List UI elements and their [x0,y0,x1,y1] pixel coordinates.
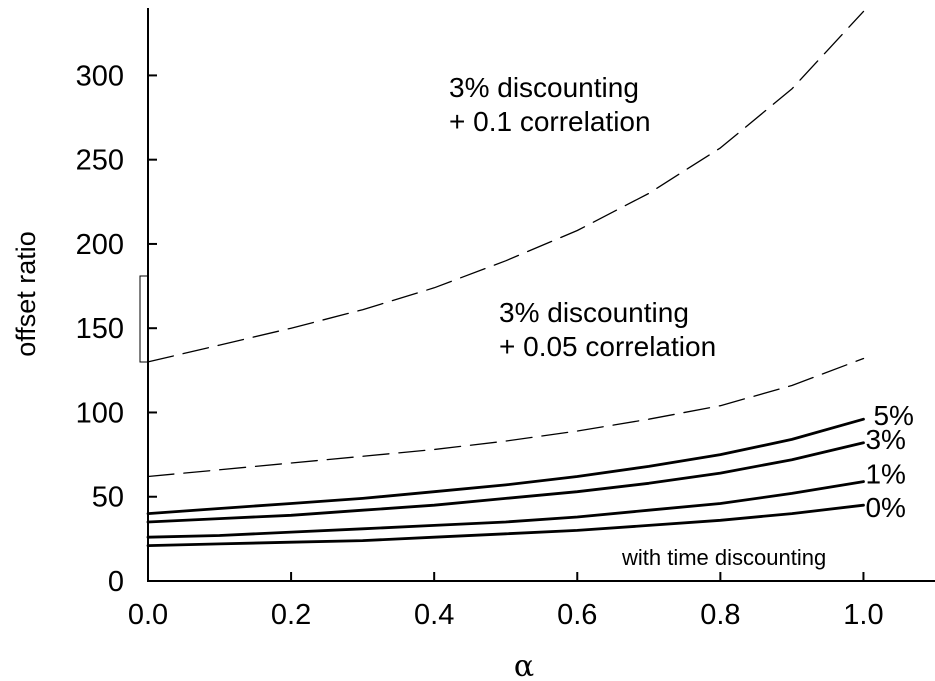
ticks-layer: 0 50 100 150 200 250 300 0.0 0.2 0.4 0.6 0.8 1.0 [76,60,884,631]
annotation-corr-01: 3% discounting + 0.1 correlation [449,72,651,137]
series-end-label-0: 0% [865,492,905,523]
annotation-corr-01-line2: + 0.1 correlation [449,106,651,137]
y-tick-label: 250 [76,145,124,177]
series-line-5 [147,10,865,363]
annotation-time-discounting: with time discounting [621,545,826,570]
annotation-corr-005-line1: 3% discounting [499,297,689,328]
y-tick-label: 150 [76,313,124,345]
series-layer: 0%1% 3%5% [146,10,914,547]
series-end-label-1: 1% [865,459,905,490]
x-tick-label: 1.0 [843,599,883,631]
annotation-corr-01-line1: 3% discounting [449,72,639,103]
x-axis-title: α [514,649,534,681]
series-end-label-3: 5% [873,400,913,431]
y-axis-title: offset ratio [11,231,41,357]
x-tick-label: 0.0 [128,599,168,631]
x-tick-label: 0.4 [414,599,454,631]
x-tick-label: 0.8 [700,599,740,631]
y-tick-label: 100 [76,397,124,429]
y-tick-label: 50 [92,482,124,514]
series-line-3 [146,417,865,515]
y-tick-label: 200 [76,229,124,261]
series-line-2 [146,441,865,524]
x-tick-label: 0.6 [557,599,597,631]
series-line-1 [146,480,865,539]
y-tick-label: 300 [76,60,124,92]
series-end-label-2: 3% [865,424,905,455]
x-tick-label: 0.2 [271,599,311,631]
series-line-0 [146,503,865,547]
axes-layer [139,8,935,582]
y-axis-bracket [139,275,149,363]
series-line-4 [147,357,865,478]
annotation-corr-005-line2: + 0.05 correlation [499,331,716,362]
annotation-corr-005: 3% discounting + 0.05 correlation [499,297,716,362]
y-tick-label: 0 [108,566,124,598]
